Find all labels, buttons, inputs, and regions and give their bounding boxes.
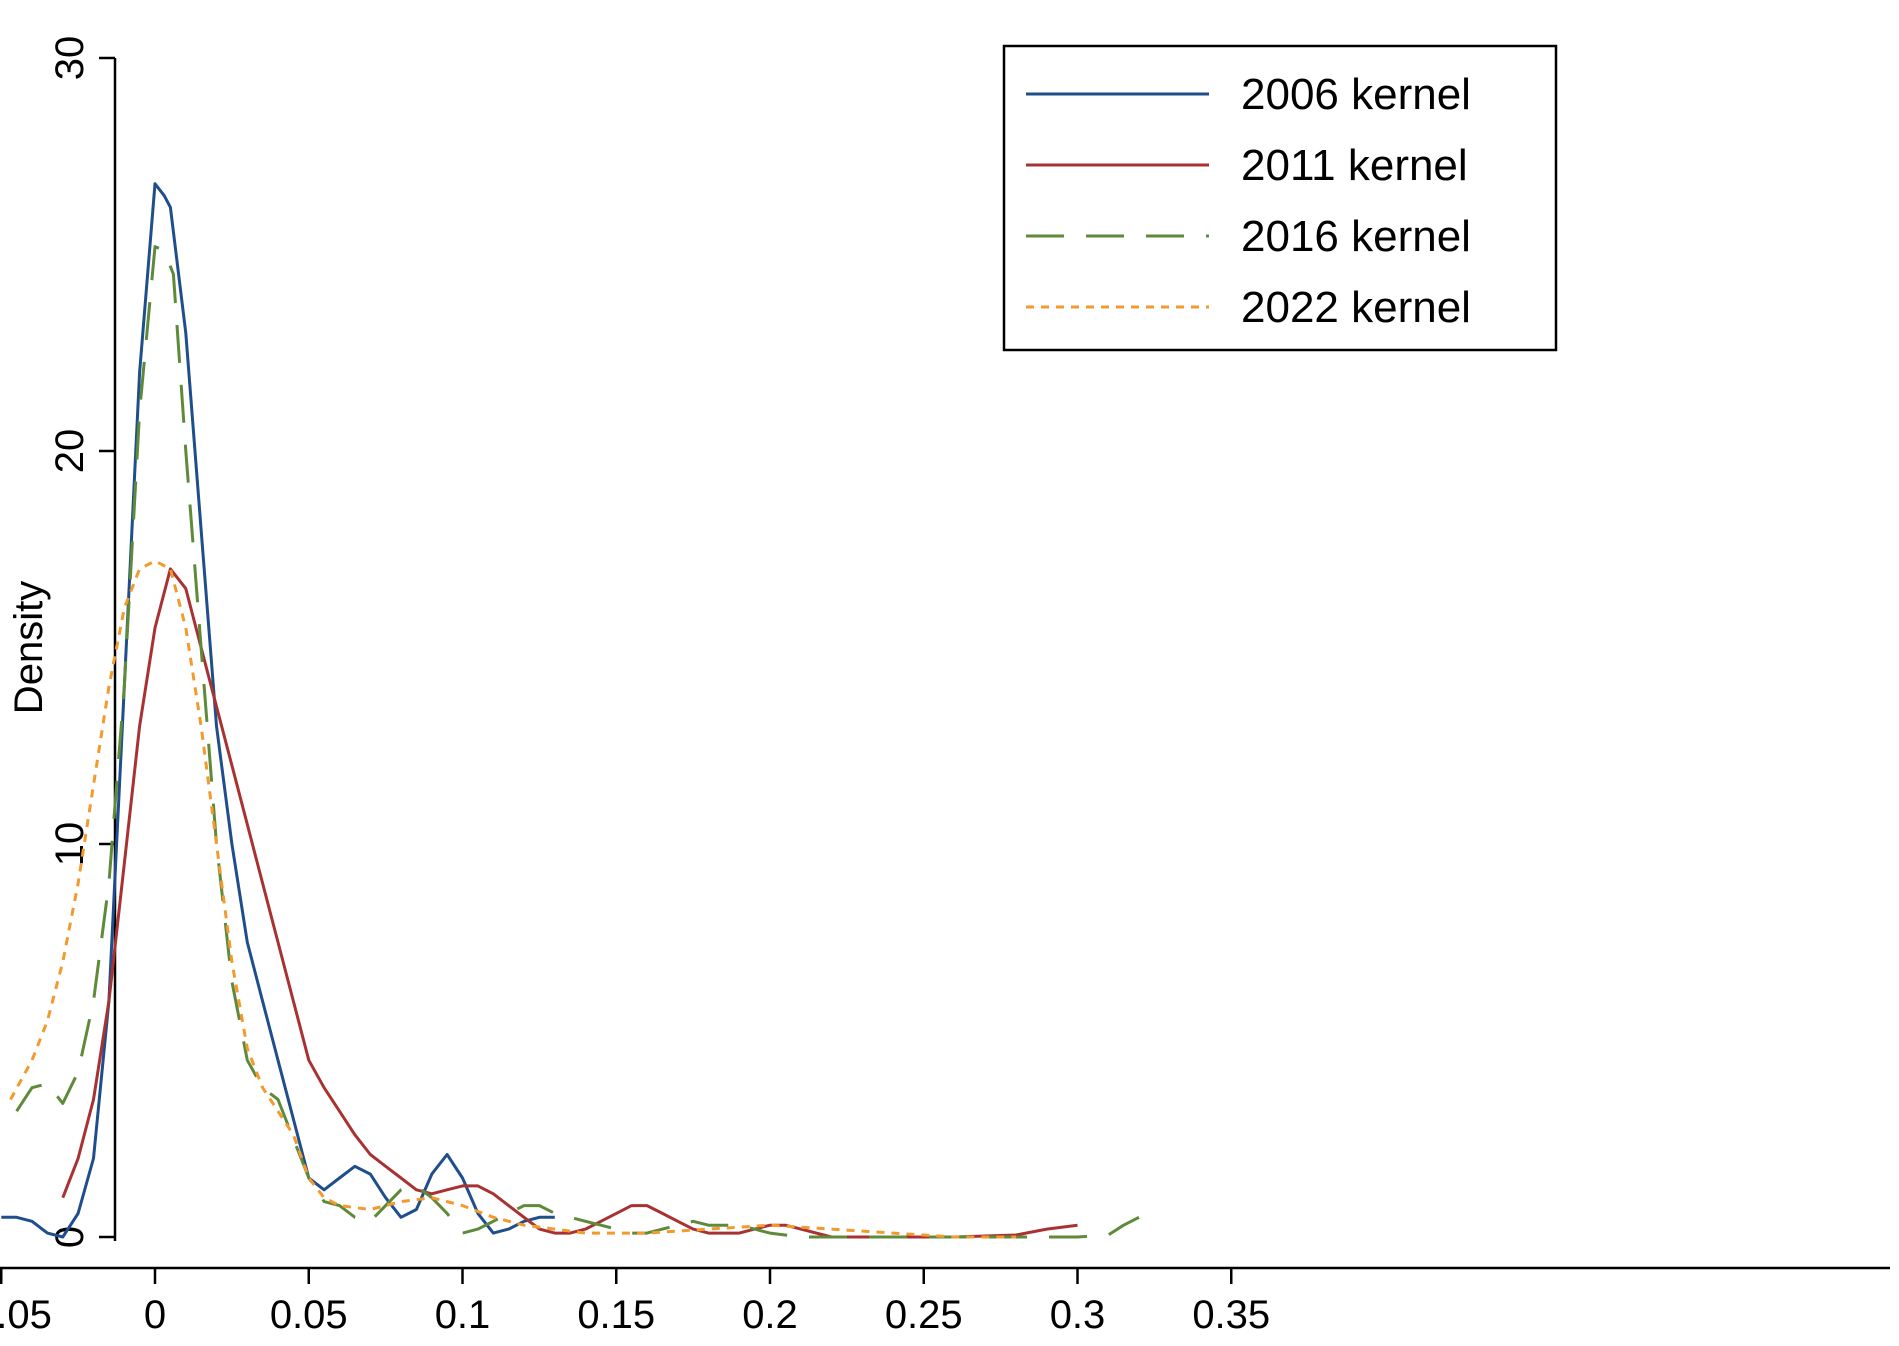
legend-label-2011-kernel: 2011 kernel [1241, 141, 1468, 190]
y-tick-label: 30 [48, 36, 92, 81]
x-tick-label: −0.05 [0, 1293, 52, 1337]
x-tick-label: 0.1 [435, 1293, 491, 1337]
y-tick-label: 10 [48, 822, 92, 867]
legend-label-2022-kernel: 2022 kernel [1241, 283, 1471, 332]
axes: −0.05 0 0.05 0.1 0.15 0.2 0.25 0.3 0.35 0 10 20 30 [0, 36, 1890, 1337]
x-tick-label: 0 [144, 1293, 166, 1337]
series-layer [1, 182, 1140, 1239]
y-axis-title: Density [7, 581, 51, 714]
y-tick-label: 20 [48, 429, 92, 474]
series-line-2011-kernel [61, 567, 1078, 1239]
series-line-2022-kernel [9, 559, 1016, 1239]
x-tick-label: 0.15 [577, 1293, 655, 1337]
x-tick-label: 0.35 [1192, 1293, 1270, 1337]
legend-box [1002, 44, 1558, 352]
y-ticks: 0 10 20 30 [48, 36, 115, 1248]
series-line-2016-kernel [15, 245, 1140, 1239]
legend: 2006 kernel 2011 kernel 2016 kernel 2022 ke… [1002, 44, 1558, 352]
x-tick-label: 0.25 [885, 1293, 963, 1337]
legend-label-2006-kernel: 2006 kernel [1241, 70, 1471, 119]
y-tick-label: 0 [48, 1226, 92, 1248]
x-tick-label: 0.3 [1050, 1293, 1106, 1337]
x-ticks: −0.05 0 0.05 0.1 0.15 0.2 0.25 0.3 0.35 [0, 1268, 1270, 1337]
x-tick-label: 0.05 [270, 1293, 348, 1337]
series-line-2006-kernel [1, 182, 555, 1239]
x-tick-label: 0.2 [742, 1293, 798, 1337]
legend-label-2016-kernel: 2016 kernel [1241, 212, 1471, 261]
